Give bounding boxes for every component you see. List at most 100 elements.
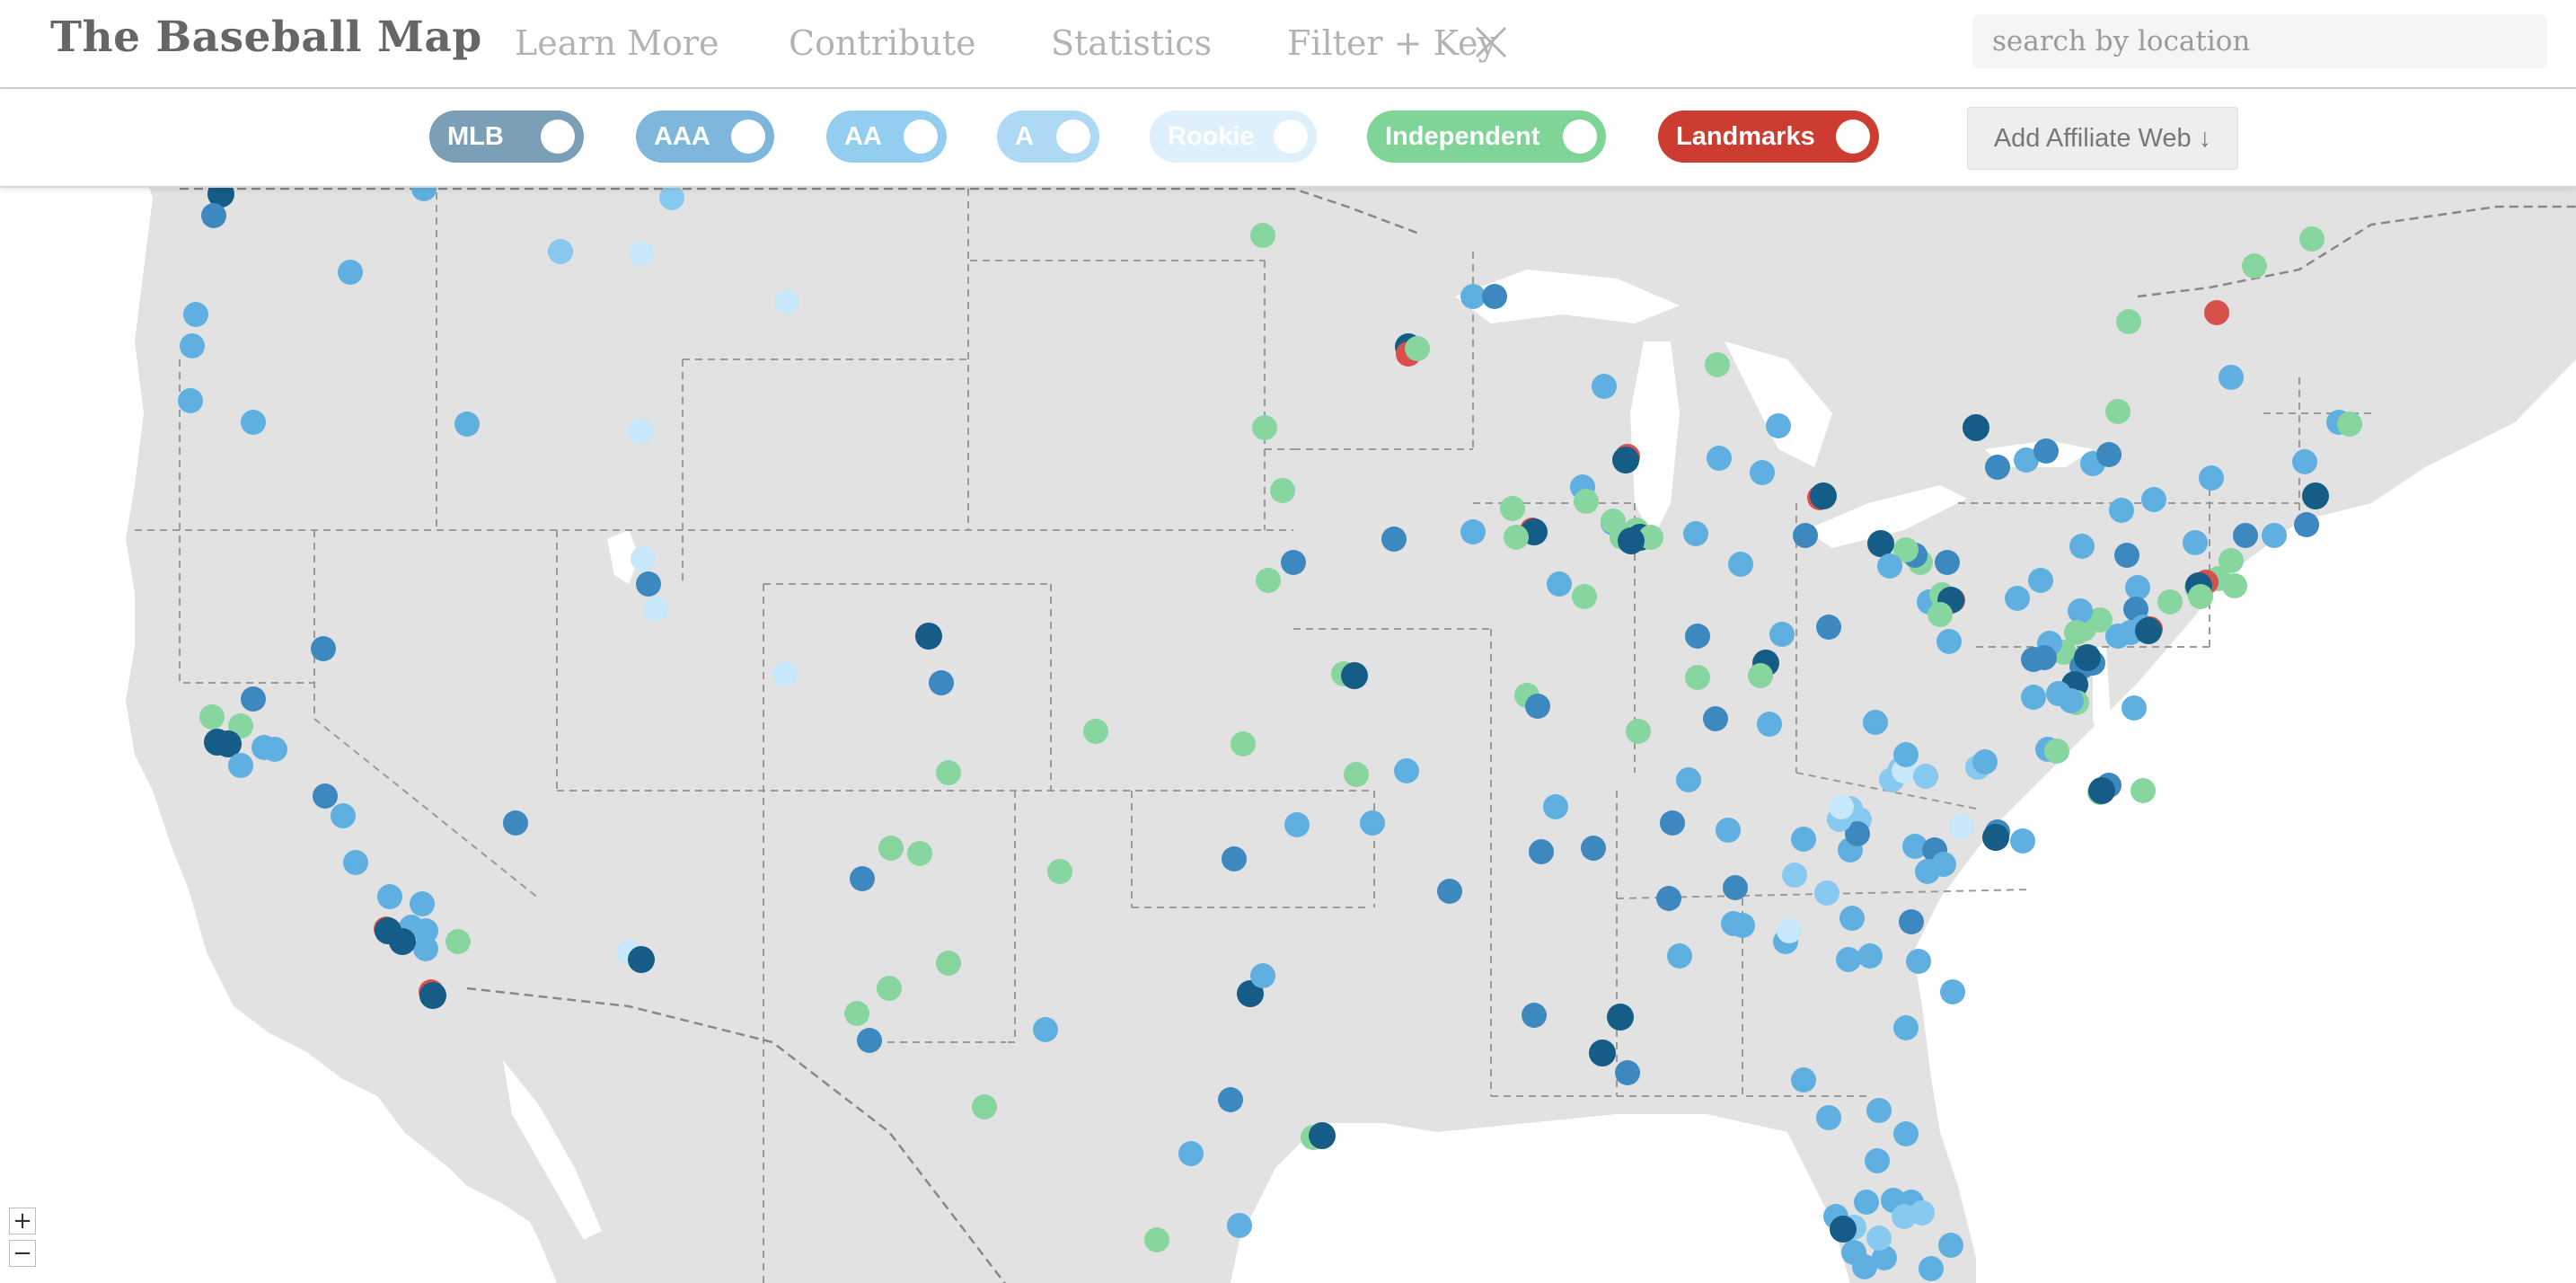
close-x-icon[interactable] [1473, 24, 1509, 60]
independent-team-marker[interactable] [2299, 226, 2325, 252]
aa-team-marker[interactable] [2125, 575, 2150, 600]
aaa-team-marker[interactable] [1281, 550, 1306, 575]
independent-team-marker[interactable] [1705, 352, 1730, 377]
aa-team-marker[interactable] [1839, 906, 1865, 931]
a-team-marker[interactable] [1814, 880, 1839, 906]
mlb-team-marker[interactable] [1982, 824, 2009, 851]
mlb-team-marker[interactable] [1830, 1216, 1857, 1243]
aa-team-marker[interactable] [1902, 834, 1928, 859]
landmark-marker[interactable] [2204, 300, 2229, 325]
mlb-team-marker[interactable] [1963, 414, 1989, 441]
aa-team-marker[interactable] [1893, 1121, 1919, 1146]
mlb-team-marker[interactable] [215, 730, 242, 757]
aa-team-marker[interactable] [1227, 1213, 1252, 1238]
aa-team-marker[interactable] [2183, 530, 2208, 555]
independent-team-marker[interactable] [2219, 548, 2244, 573]
aa-team-marker[interactable] [1852, 1254, 1877, 1279]
aa-team-marker[interactable] [1730, 913, 1755, 938]
mlb-team-marker[interactable] [1867, 530, 1894, 557]
aa-team-marker[interactable] [1683, 521, 1708, 546]
independent-team-marker[interactable] [2157, 589, 2183, 615]
aa-team-marker[interactable] [2010, 828, 2035, 854]
independent-team-marker[interactable] [1231, 731, 1256, 757]
mlb-team-marker[interactable] [628, 946, 655, 973]
nav-learn-more[interactable]: Learn More [515, 23, 719, 63]
aa-team-marker[interactable] [1547, 571, 1572, 597]
filter-independent-toggle[interactable]: Independent [1367, 111, 1606, 163]
rookie-team-marker[interactable] [772, 661, 798, 686]
aa-team-marker[interactable] [2262, 523, 2287, 548]
aa-team-marker[interactable] [2028, 568, 2053, 593]
aa-team-marker[interactable] [1836, 947, 1861, 972]
aaa-team-marker[interactable] [857, 1028, 882, 1053]
nav-statistics[interactable]: Statistics [1051, 23, 1213, 63]
aa-team-marker[interactable] [1936, 629, 1962, 654]
aaa-team-marker[interactable] [1723, 875, 1748, 900]
independent-team-marker[interactable] [199, 704, 225, 730]
aa-team-marker[interactable] [2059, 688, 2084, 713]
aa-team-marker[interactable] [1872, 1245, 1897, 1270]
independent-team-marker[interactable] [1928, 602, 1953, 627]
team-markers[interactable] [178, 176, 2362, 1281]
aa-team-marker[interactable] [178, 388, 203, 413]
independent-team-marker[interactable] [1405, 336, 1430, 361]
aa-team-marker[interactable] [2292, 449, 2317, 474]
aaa-team-marker[interactable] [929, 670, 954, 695]
aa-team-marker[interactable] [1906, 949, 1931, 974]
independent-team-marker[interactable] [1270, 478, 1295, 503]
independent-team-marker[interactable] [1083, 719, 1108, 744]
aaa-team-marker[interactable] [1581, 836, 1606, 861]
aa-team-marker[interactable] [1728, 552, 1753, 577]
aa-team-marker[interactable] [1360, 810, 1385, 836]
aa-team-marker[interactable] [410, 891, 435, 916]
aaa-team-marker[interactable] [850, 866, 875, 891]
rookie-team-marker[interactable] [774, 289, 799, 314]
mlb-team-marker[interactable] [389, 928, 416, 955]
aa-team-marker[interactable] [1866, 1098, 1892, 1123]
aa-team-marker[interactable] [262, 737, 287, 762]
filter-a-toggle[interactable]: A [997, 111, 1099, 163]
aa-team-marker[interactable] [331, 803, 356, 828]
aa-team-marker[interactable] [1284, 812, 1310, 837]
independent-team-marker[interactable] [878, 836, 904, 861]
aa-team-marker[interactable] [1865, 1148, 1890, 1173]
independent-team-marker[interactable] [2242, 253, 2267, 279]
aaa-team-marker[interactable] [1525, 694, 1550, 719]
aaa-team-marker[interactable] [1381, 526, 1407, 552]
aaa-team-marker[interactable] [1660, 810, 1685, 836]
aa-team-marker[interactable] [1931, 852, 1956, 877]
independent-team-marker[interactable] [2337, 411, 2362, 437]
mlb-team-marker[interactable] [1589, 1040, 1616, 1066]
aaa-team-marker[interactable] [1816, 615, 1841, 640]
zoom-in-button[interactable]: + [9, 1208, 36, 1234]
aa-team-marker[interactable] [2219, 365, 2244, 390]
aa-team-marker[interactable] [1893, 1015, 1919, 1040]
a-team-marker[interactable] [659, 185, 684, 210]
aa-team-marker[interactable] [1033, 1017, 1058, 1042]
aa-team-marker[interactable] [1543, 794, 1568, 819]
aa-team-marker[interactable] [2068, 598, 2093, 624]
mlb-team-marker[interactable] [419, 982, 446, 1009]
aaa-team-marker[interactable] [1703, 706, 1728, 731]
aa-team-marker[interactable] [338, 260, 363, 285]
aa-team-marker[interactable] [2105, 624, 2130, 649]
aa-team-marker[interactable] [1938, 1233, 1963, 1258]
aaa-team-marker[interactable] [201, 203, 226, 228]
a-team-marker[interactable] [548, 239, 573, 264]
aaa-team-marker[interactable] [1793, 523, 1818, 548]
independent-team-marker[interactable] [936, 760, 961, 785]
aa-team-marker[interactable] [1707, 446, 1732, 471]
aa-team-marker[interactable] [1972, 749, 1998, 774]
aaa-team-marker[interactable] [1222, 846, 1247, 872]
rookie-team-marker[interactable] [1829, 794, 1854, 819]
independent-team-marker[interactable] [2130, 778, 2156, 803]
aa-team-marker[interactable] [228, 753, 253, 778]
aa-team-marker[interactable] [2199, 465, 2224, 491]
aa-team-marker[interactable] [1940, 979, 1965, 1004]
aaa-team-marker[interactable] [1985, 455, 2010, 480]
filter-rookie-toggle[interactable]: Rookie [1150, 111, 1317, 163]
independent-team-marker[interactable] [1252, 415, 1277, 440]
aaa-team-marker[interactable] [1615, 1060, 1640, 1085]
site-title[interactable]: The Baseball Map [50, 13, 482, 62]
